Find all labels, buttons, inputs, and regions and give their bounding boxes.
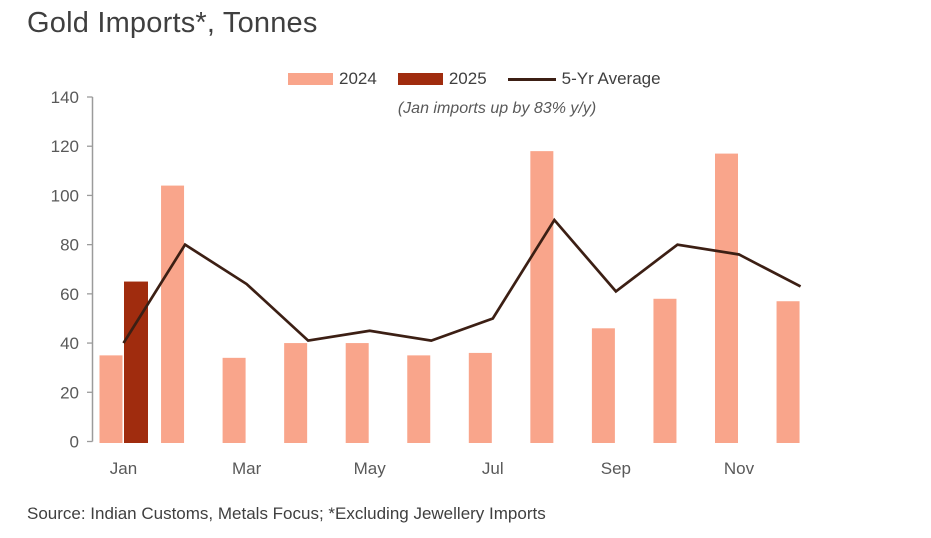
legend-label-5yr-average: 5-Yr Average [561,69,661,88]
bar-2024-aug [530,151,554,443]
bar-2024-feb [161,185,185,444]
bar-2024-dec [776,301,800,443]
y-tick-label: 60 [60,285,79,304]
legend-item-2025: 2025 [397,69,487,89]
page-title: Gold Imports*, Tonnes [27,7,318,39]
x-tick-label-sep: Sep [601,459,631,478]
x-tick-label-nov: Nov [724,459,755,478]
y-tick-label: 20 [60,383,79,402]
legend-label-2025: 2025 [448,69,487,88]
bar-2024-jun [407,355,431,443]
avg-line [122,217,802,344]
y-tick-label: 140 [51,88,79,107]
bar-2024-sep [591,328,615,443]
bar-2024-jan [99,355,123,443]
legend-item-2024: 2024 [288,69,377,89]
x-tick-label-jul: Jul [482,459,504,478]
bar-2024-nov [715,153,738,443]
legend-item-5yr-average: 5-Yr Average [507,69,661,89]
bar-2024-apr [284,343,308,443]
bar-2024-jul [468,352,492,443]
bar-2024-oct [653,298,677,443]
chart-legend: 2024 2025 5-Yr Average [288,69,661,89]
bar-2024-may [345,343,369,443]
x-tick-label-jan: Jan [110,459,137,478]
y-tick-label: 100 [51,186,79,205]
x-tick-label-may: May [354,459,387,478]
legend-swatch-2025-icon [397,73,443,85]
legend-swatch-5yr-average-icon [507,77,556,81]
x-tick-label-mar: Mar [232,459,262,478]
legend-label-2024: 2024 [339,69,377,88]
y-tick-label: 0 [70,433,79,452]
bar-2025-jan [124,281,148,443]
y-tick-label: 120 [51,137,79,156]
bar-2024-mar [222,357,246,443]
y-tick-label: 80 [60,236,79,255]
chart-annotation: (Jan imports up by 83% y/y) [397,100,597,117]
y-tick-label: 40 [60,334,79,353]
legend-swatch-2024-icon [288,73,333,85]
source-note: Source: Indian Customs, Metals Focus; *E… [27,504,546,523]
